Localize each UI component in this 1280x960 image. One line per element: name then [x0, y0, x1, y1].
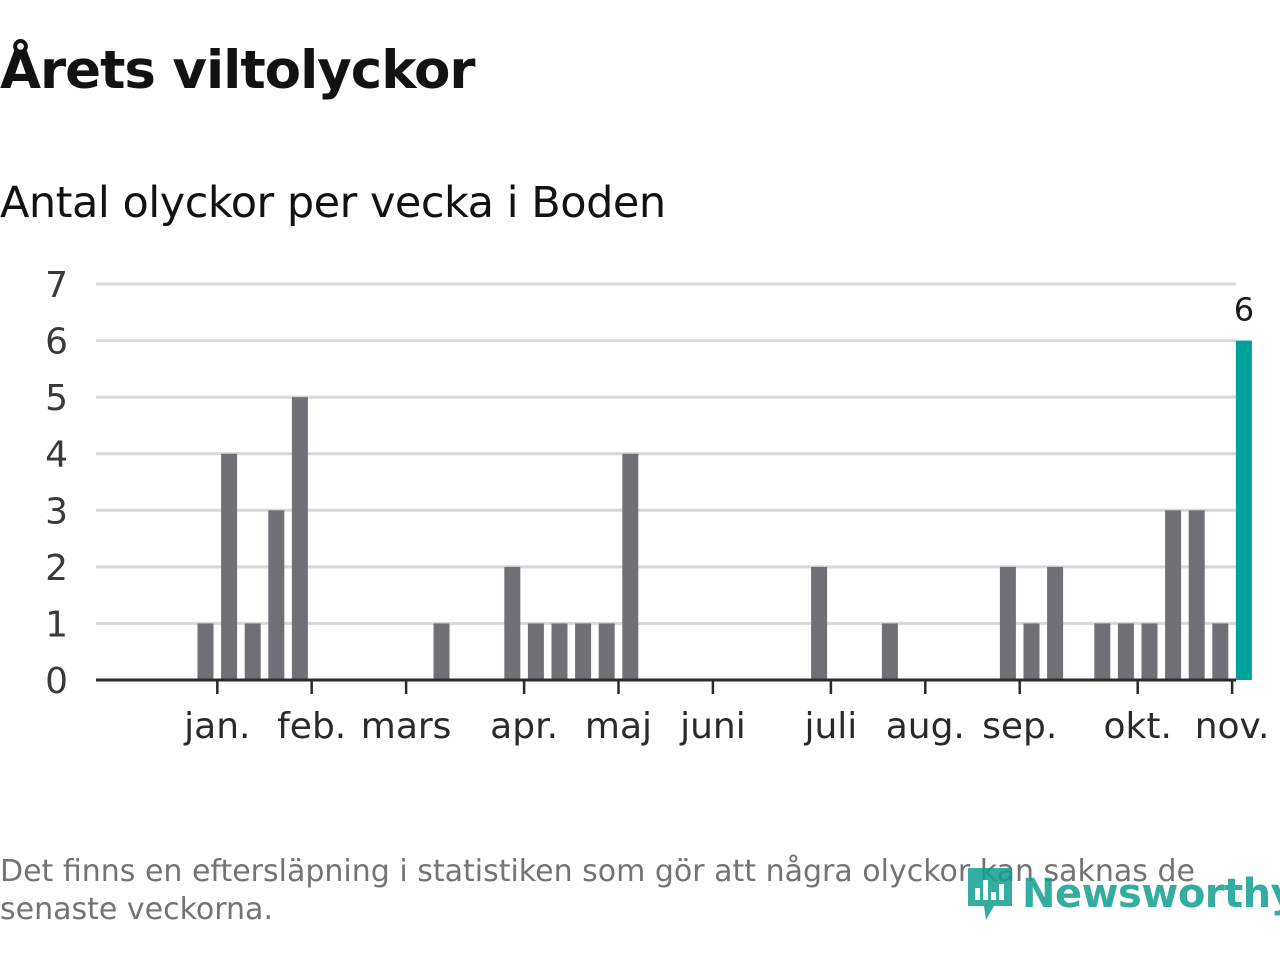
footnote-line-2: senaste veckorna. [0, 892, 273, 927]
bar [504, 566, 521, 680]
bar-highlight [1235, 340, 1252, 680]
y-axis-ticks: 0 1 2 3 4 5 6 7 [45, 265, 68, 702]
bar [575, 623, 592, 680]
x-axis-ticks: jan. feb. mars apr. maj juni juli aug. sep. okt. n… [183, 680, 1269, 747]
newsworthy-logo: Newsworthy [964, 862, 1280, 926]
bar [268, 510, 285, 680]
y-tick-label-6: 6 [45, 322, 68, 363]
bar [244, 623, 261, 680]
bar [1117, 623, 1134, 680]
bar [197, 623, 214, 680]
newsworthy-logo-text: Newsworthy [1022, 871, 1280, 917]
bar [1023, 623, 1040, 680]
x-tick-label-aug: aug. [886, 706, 965, 747]
x-tick-label-nov: nov. [1195, 706, 1270, 747]
y-tick-label-4: 4 [45, 435, 68, 476]
bar [291, 397, 308, 680]
y-tick-label-5: 5 [45, 378, 68, 419]
bar [221, 453, 238, 680]
bar [999, 566, 1016, 680]
newsworthy-logo-icon [968, 868, 1012, 920]
y-tick-label-7: 7 [45, 265, 68, 306]
data-label-highlight: 6 [1234, 291, 1254, 329]
chart-subtitle: Antal olyckor per vecka i Boden [0, 178, 666, 228]
bar [1165, 510, 1182, 680]
bar [1188, 510, 1205, 680]
bar [1094, 623, 1111, 680]
y-tick-label-0: 0 [45, 661, 68, 702]
bars [197, 340, 1252, 680]
bar [527, 623, 544, 680]
y-tick-label-2: 2 [45, 548, 68, 589]
bar [622, 453, 639, 680]
y-tick-label-3: 3 [45, 491, 68, 532]
chart-title: Årets viltolyckor [0, 40, 476, 101]
x-tick-label-mars: mars [361, 706, 452, 747]
x-tick-label-maj: maj [585, 706, 652, 747]
x-tick-label-jan: jan. [183, 706, 250, 747]
x-tick-label-sep: sep. [982, 706, 1057, 747]
bar [1141, 623, 1158, 680]
bar [598, 623, 615, 680]
bar [551, 623, 568, 680]
grid-lines [96, 282, 1236, 625]
x-tick-label-apr: apr. [490, 706, 558, 747]
bar [1212, 623, 1229, 680]
x-tick-label-juli: juli [803, 706, 857, 747]
x-tick-label-feb: feb. [277, 706, 346, 747]
bar [1047, 566, 1064, 680]
bar-chart: 0 1 2 3 4 5 6 7 jan. feb. mars apr. maj juni juli aug.… [45, 265, 1269, 747]
bar [881, 623, 898, 680]
bar [811, 566, 828, 680]
y-tick-label-1: 1 [45, 604, 68, 645]
x-tick-label-okt: okt. [1103, 706, 1171, 747]
data-labels: 6 [1234, 291, 1254, 329]
bar [433, 623, 450, 680]
x-tick-label-juni: juni [679, 706, 746, 747]
